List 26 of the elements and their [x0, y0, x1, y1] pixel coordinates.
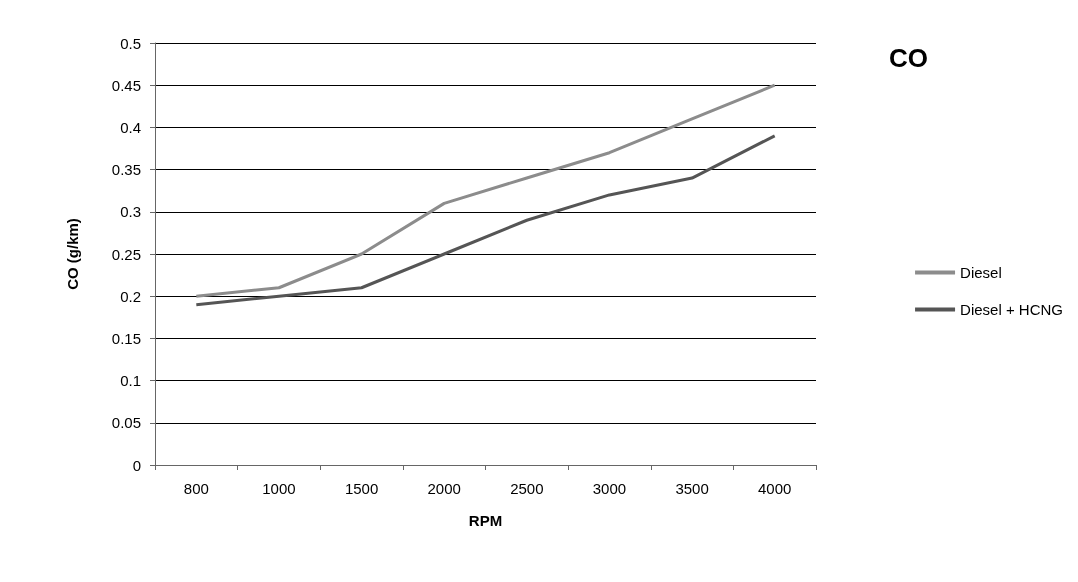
y-axis-title: CO (g/km) [64, 218, 81, 290]
x-tick-label: 1000 [262, 480, 296, 497]
x-tick-label: 2500 [510, 480, 544, 497]
x-tick-label: 3000 [592, 480, 627, 497]
y-tick-label: 0.45 [111, 76, 141, 94]
legend-label: Diesel [960, 264, 1002, 281]
y-tick-label: 0.1 [120, 372, 141, 390]
line-series [194, 134, 777, 307]
x-axis-title: RPM [468, 512, 503, 529]
y-tick-label: 0.05 [111, 414, 141, 432]
y-tick-label: 0.5 [120, 34, 141, 52]
x-tick-label: 3500 [675, 480, 709, 497]
y-tick-label: 0.2 [120, 287, 141, 305]
legend-label: Diesel + HCNG [960, 301, 1064, 318]
y-tick-label: 0 [132, 456, 141, 474]
text: CO [889, 43, 928, 73]
y-tick-label: 0.4 [120, 118, 141, 136]
y-tick-label: 0.15 [111, 329, 141, 347]
x-tick-label: 1500 [344, 480, 379, 497]
line-series [194, 83, 777, 298]
x-tick-label: 4000 [758, 480, 792, 497]
y-tick-label: 0.3 [120, 203, 141, 221]
y-tick-label: 0.25 [111, 245, 141, 263]
x-tick-label: 800 [183, 480, 209, 497]
y-tick-label: 0.35 [111, 161, 141, 179]
x-tick-label: 2000 [427, 480, 461, 497]
